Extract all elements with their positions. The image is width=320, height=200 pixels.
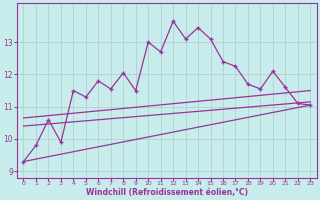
X-axis label: Windchill (Refroidissement éolien,°C): Windchill (Refroidissement éolien,°C) <box>86 188 248 197</box>
